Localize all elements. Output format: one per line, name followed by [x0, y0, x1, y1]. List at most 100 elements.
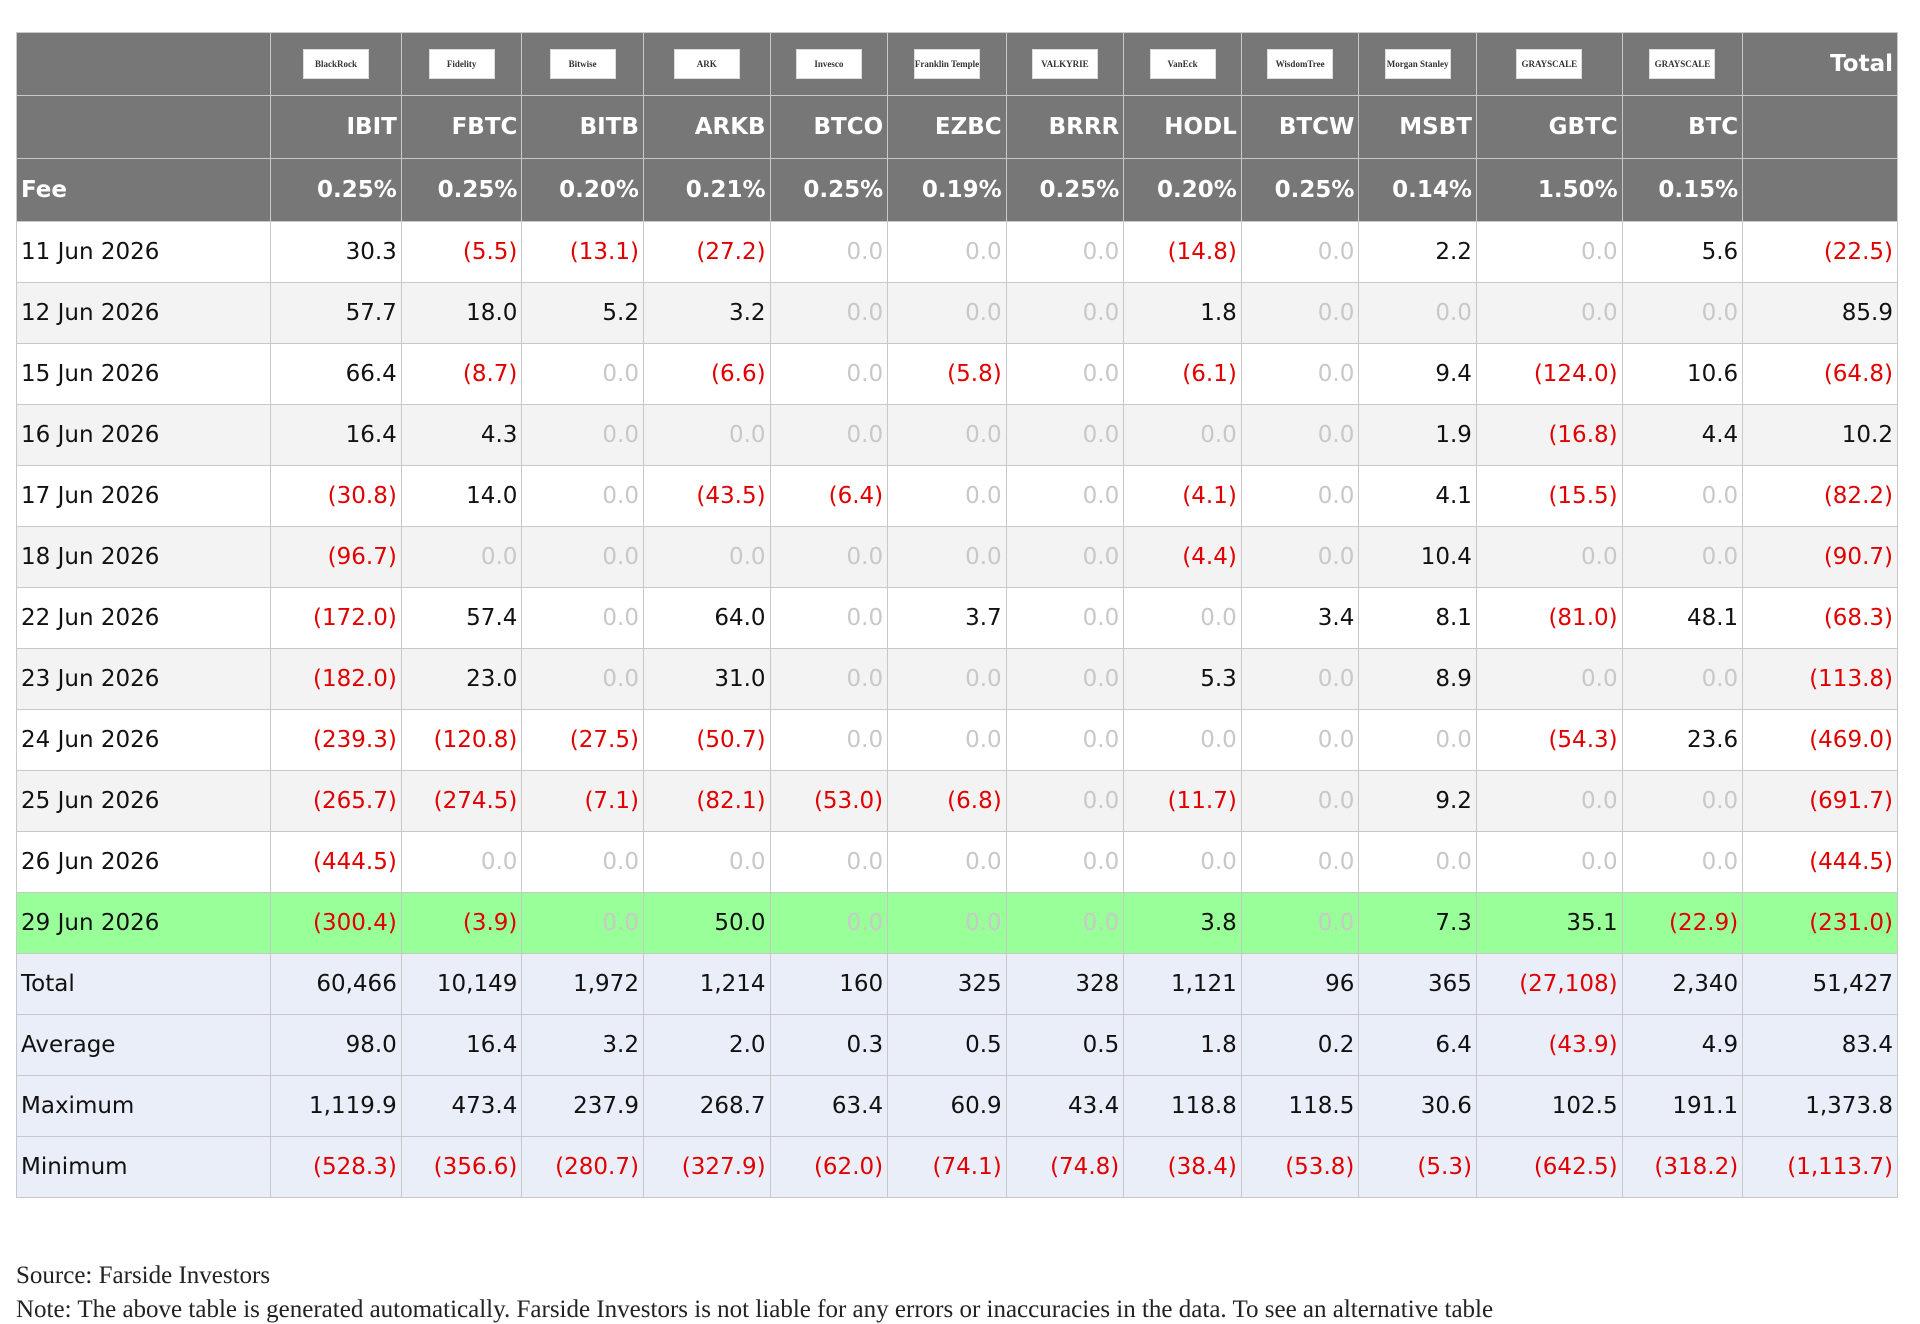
disclaimer-note: Note: The above table is generated autom…: [16, 1296, 1494, 1323]
ticker-btcw: BTCW: [1240, 95, 1360, 159]
flow-value-brrr: 0.0: [1005, 648, 1125, 710]
blackrock-logo: BlackRock: [303, 49, 370, 79]
flow-value-arkb: (27.2): [642, 221, 771, 283]
summary-label: Total: [15, 953, 272, 1015]
summary-value-btcw: 96: [1240, 953, 1360, 1015]
table-row: 12 Jun 2026 57.7 18.0 5.2 3.2 0.0 0.0 0.0 1.8 0.0…: [15, 282, 1898, 344]
summary-value-btco: 160: [769, 953, 889, 1015]
row-total: 10.2: [1742, 404, 1898, 466]
flow-value-btco: 0.0: [769, 892, 889, 954]
ticker-btc: BTC: [1621, 95, 1744, 159]
grayscale-logo: GRAYSCALE: [1516, 49, 1583, 79]
flow-value-hodl: 0.0: [1123, 587, 1242, 649]
flow-value-btc: 48.1: [1621, 587, 1744, 649]
flow-value-bitb: 5.2: [521, 282, 644, 344]
logo-cell-hodl: VanEck: [1123, 32, 1242, 96]
row-date: 23 Jun 2026: [15, 648, 272, 710]
ticker-gbtc: GBTC: [1475, 95, 1623, 159]
ticker-bitb: BITB: [521, 95, 644, 159]
row-date: 18 Jun 2026: [15, 526, 272, 588]
row-total: (691.7): [1742, 770, 1898, 832]
flow-value-fbtc: 0.0: [400, 526, 523, 588]
invesco-logo: Invesco: [795, 49, 862, 79]
flow-value-hodl: 0.0: [1123, 709, 1242, 771]
summary-value-brrr: 43.4: [1005, 1075, 1125, 1137]
summary-value-arkb: 268.7: [642, 1075, 771, 1137]
flow-value-ezbc: 0.0: [887, 404, 1007, 466]
flow-value-fbtc: 57.4: [400, 587, 523, 649]
summary-total: 51,427: [1742, 953, 1898, 1015]
flow-value-bitb: 0.0: [521, 831, 644, 893]
summary-value-btcw: 118.5: [1240, 1075, 1360, 1137]
summary-value-ezbc: 0.5: [887, 1014, 1007, 1076]
ticker-msbt: MSBT: [1358, 95, 1477, 159]
fee-msbt: 0.14%: [1358, 158, 1477, 222]
ticker-ibit: IBIT: [270, 95, 402, 159]
flow-value-btco: 0.0: [769, 343, 889, 405]
flow-value-btc: (22.9): [1621, 892, 1744, 954]
summary-value-btco: 0.3: [769, 1014, 889, 1076]
flow-value-btcw: 0.0: [1240, 221, 1360, 283]
row-date: 15 Jun 2026: [15, 343, 272, 405]
flow-value-btco: (53.0): [769, 770, 889, 832]
flow-value-btcw: 0.0: [1240, 770, 1360, 832]
table-row: 22 Jun 2026 (172.0) 57.4 0.0 64.0 0.0 3.7 0.0 0.…: [15, 587, 1898, 649]
logo-cell-btcw: WisdomTree: [1240, 32, 1360, 96]
fee-btcw: 0.25%: [1240, 158, 1360, 222]
row-total: (82.2): [1742, 465, 1898, 527]
flow-value-gbtc: (15.5): [1475, 465, 1623, 527]
flow-value-ibit: 30.3: [270, 221, 402, 283]
flow-value-ezbc: 0.0: [887, 648, 1007, 710]
summary-row-total: Total 60,466 10,149 1,972 1,214 160 325 328 1,12…: [15, 953, 1898, 1015]
flow-value-hodl: (6.1): [1123, 343, 1242, 405]
flow-value-fbtc: (5.5): [400, 221, 523, 283]
summary-value-btco: (62.0): [769, 1136, 889, 1198]
row-date: 26 Jun 2026: [15, 831, 272, 893]
summary-value-ibit: 98.0: [270, 1014, 402, 1076]
flow-value-arkb: 31.0: [642, 648, 771, 710]
summary-row-average: Average 98.0 16.4 3.2 2.0 0.3 0.5 0.5 1.8 0.2 6.4(…: [15, 1014, 1898, 1076]
logo-cell-brrr: VALKYRIE: [1005, 32, 1125, 96]
flow-value-btcw: 3.4: [1240, 587, 1360, 649]
summary-value-fbtc: 473.4: [400, 1075, 523, 1137]
flow-value-btc: 0.0: [1621, 465, 1744, 527]
flow-value-ibit: 16.4: [270, 404, 402, 466]
flow-value-btc: 0.0: [1621, 648, 1744, 710]
summary-row-minimum: Minimum (528.3) (356.6) (280.7) (327.9) (62.0…: [15, 1136, 1898, 1198]
row-date: 11 Jun 2026: [15, 221, 272, 283]
logo-cell-btc: GRAYSCALE: [1621, 32, 1744, 96]
flow-value-msbt: 9.4: [1358, 343, 1477, 405]
flow-value-ibit: (30.8): [270, 465, 402, 527]
summary-value-btco: 63.4: [769, 1075, 889, 1137]
flow-value-hodl: 1.8: [1123, 282, 1242, 344]
summary-value-btc: 2,340: [1621, 953, 1744, 1015]
logo-cell-ezbc: Franklin Templeton: [887, 32, 1007, 96]
flow-value-fbtc: 23.0: [400, 648, 523, 710]
summary-label: Average: [15, 1014, 272, 1076]
fee-brrr: 0.25%: [1005, 158, 1125, 222]
flow-value-btcw: 0.0: [1240, 831, 1360, 893]
flow-value-btcw: 0.0: [1240, 648, 1360, 710]
flow-value-arkb: 0.0: [642, 831, 771, 893]
row-total: (231.0): [1742, 892, 1898, 954]
flow-value-msbt: 0.0: [1358, 709, 1477, 771]
row-total: (469.0): [1742, 709, 1898, 771]
flow-value-msbt: 2.2: [1358, 221, 1477, 283]
row-total: (113.8): [1742, 648, 1898, 710]
grayscale-logo: GRAYSCALE: [1649, 49, 1716, 79]
row-total: (90.7): [1742, 526, 1898, 588]
fee-label: Fee: [15, 158, 272, 222]
table-row: 26 Jun 2026 (444.5) 0.0 0.0 0.0 0.0 0.0 0.0 0.0 0…: [15, 831, 1898, 893]
ticker-hodl: HODL: [1123, 95, 1242, 159]
flow-value-hodl: 0.0: [1123, 404, 1242, 466]
fee-btco: 0.25%: [769, 158, 889, 222]
flow-value-msbt: 9.2: [1358, 770, 1477, 832]
flow-value-ibit: (300.4): [270, 892, 402, 954]
flow-value-btcw: 0.0: [1240, 709, 1360, 771]
flow-value-btco: 0.0: [769, 282, 889, 344]
summary-value-ezbc: (74.1): [887, 1136, 1007, 1198]
ticker-ezbc: EZBC: [887, 95, 1007, 159]
logo-cell-bitb: Bitwise: [521, 32, 644, 96]
flow-value-msbt: 0.0: [1358, 831, 1477, 893]
summary-value-bitb: (280.7): [521, 1136, 644, 1198]
